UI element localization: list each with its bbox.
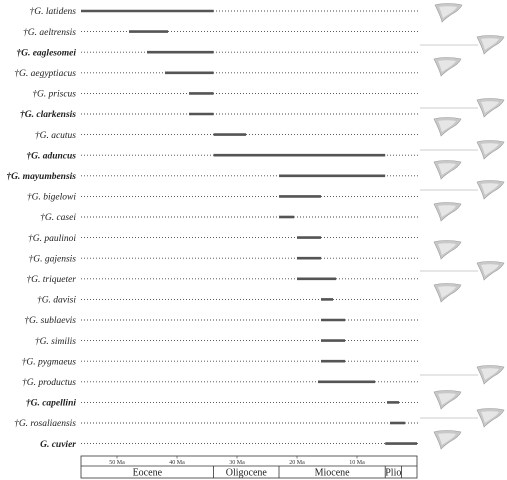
tooth-root <box>481 143 499 155</box>
shark-tooth-icon <box>433 160 462 180</box>
shark-tooth-icon <box>433 390 462 410</box>
taxon-label: †G. eaglesomei <box>16 48 76 58</box>
tooth-root <box>438 60 456 72</box>
tooth-root <box>481 264 499 276</box>
taxon-label: †G. similis <box>35 337 76 347</box>
time-axis: 50 Ma 40 Ma 30 Ma 20 Ma 10 Ma Eocene Oligocene… <box>80 455 418 479</box>
axis-tick-label: 30 Ma <box>229 460 245 466</box>
taxon-row: †G. rosaliaensis <box>14 419 418 429</box>
tooth-root <box>481 101 499 113</box>
axis-tick-label: 20 Ma <box>289 460 305 466</box>
taxon-label: †G. capellini <box>26 399 76 409</box>
epoch-label: Miocene <box>315 468 351 479</box>
taxon-label: †G. bigelowi <box>27 193 76 203</box>
shark-tooth-icon <box>433 57 462 77</box>
taxon-rows: †G. latidens †G. aeltrensis †G. eaglesomei… <box>6 7 418 450</box>
taxon-row: †G. gajensis <box>29 254 418 264</box>
taxon-row: †G. capellini <box>26 399 418 409</box>
axis-tick-label: 40 Ma <box>169 460 185 466</box>
taxon-label: †G. priscus <box>32 90 76 100</box>
taxon-row: †G. casei <box>40 213 418 223</box>
shark-tooth-icon <box>420 180 505 200</box>
shark-tooth-icon <box>433 202 462 222</box>
tooth-illustrations <box>420 3 505 450</box>
taxon-label: †G. aegyptiacus <box>14 69 76 79</box>
taxon-row: †G. sublaevis <box>24 316 418 326</box>
taxon-row: †G. latidens <box>30 7 418 17</box>
epoch-label: Eocene <box>133 468 163 479</box>
taxon-row: †G. similis <box>35 337 418 347</box>
shark-tooth-icon <box>433 240 462 260</box>
shark-tooth-icon <box>434 3 463 23</box>
tooth-root <box>481 368 499 380</box>
taxon-label: †G. aeltrensis <box>23 28 76 38</box>
tooth-root <box>438 163 456 175</box>
shark-tooth-icon <box>420 408 505 428</box>
taxon-row: †G. eaglesomei <box>16 48 418 58</box>
axis-tick-label: 10 Ma <box>349 460 365 466</box>
taxon-label: †G. pygmaeus <box>22 357 77 367</box>
taxon-label: †G. mayumbensis <box>6 172 76 182</box>
tooth-root <box>438 243 456 255</box>
taxon-row: †G. davisi <box>37 296 418 306</box>
taxon-label: †G. aduncus <box>26 151 76 161</box>
taxon-row: †G. acutus <box>35 131 418 141</box>
axis-tick-label: 50 Ma <box>109 460 125 466</box>
shark-tooth-icon <box>420 261 505 281</box>
tooth-root <box>438 205 456 217</box>
taxon-label: †G. casei <box>40 213 76 223</box>
taxon-row: †G. aeltrensis <box>23 28 418 38</box>
taxon-label: †G. davisi <box>37 296 76 306</box>
taxon-row: †G. aduncus <box>26 151 418 161</box>
tooth-root <box>481 183 499 195</box>
shark-tooth-icon <box>433 283 462 303</box>
tooth-root <box>438 286 456 298</box>
shark-tooth-icon <box>420 140 505 160</box>
taxon-row: †G. triqueter <box>26 275 418 285</box>
taxon-label: G. cuvier <box>40 440 76 450</box>
taxon-label: †G. paulinoi <box>28 234 76 244</box>
taxon-label: †G. productus <box>22 378 76 388</box>
taxon-row: †G. bigelowi <box>27 193 418 203</box>
taxon-label: †G. rosaliaensis <box>14 419 76 429</box>
taxon-label: †G. gajensis <box>29 254 77 264</box>
taxon-row: †G. mayumbensis <box>6 172 418 182</box>
taxon-row: †G. productus <box>22 378 418 388</box>
taxon-row: †G. aegyptiacus <box>14 69 418 79</box>
tooth-root <box>438 120 456 132</box>
taxon-label: †G. latidens <box>30 7 77 17</box>
taxon-label: †G. sublaevis <box>24 316 76 326</box>
tooth-root <box>481 411 499 423</box>
taxon-row: †G. paulinoi <box>28 234 418 244</box>
tooth-root <box>439 6 457 18</box>
shark-tooth-icon <box>433 430 462 450</box>
taxon-row: †G. priscus <box>32 90 418 100</box>
tooth-root <box>438 433 456 445</box>
tooth-root <box>438 393 456 405</box>
shark-tooth-icon <box>420 98 505 118</box>
taxon-label: †G. triqueter <box>26 275 76 285</box>
taxon-label: †G. clarkensis <box>20 110 76 120</box>
taxon-label: †G. acutus <box>35 131 76 141</box>
epoch-label: Oligocene <box>226 468 268 479</box>
epoch-label: Plio <box>385 468 401 479</box>
shark-tooth-icon <box>420 35 505 55</box>
taxon-row: †G. clarkensis <box>20 110 418 120</box>
taxon-row: G. cuvier <box>40 440 418 450</box>
shark-tooth-icon <box>420 365 505 385</box>
axis-frame <box>80 455 418 479</box>
tooth-root <box>481 38 499 50</box>
taxon-row: †G. pygmaeus <box>22 357 418 367</box>
shark-tooth-icon <box>433 117 462 137</box>
